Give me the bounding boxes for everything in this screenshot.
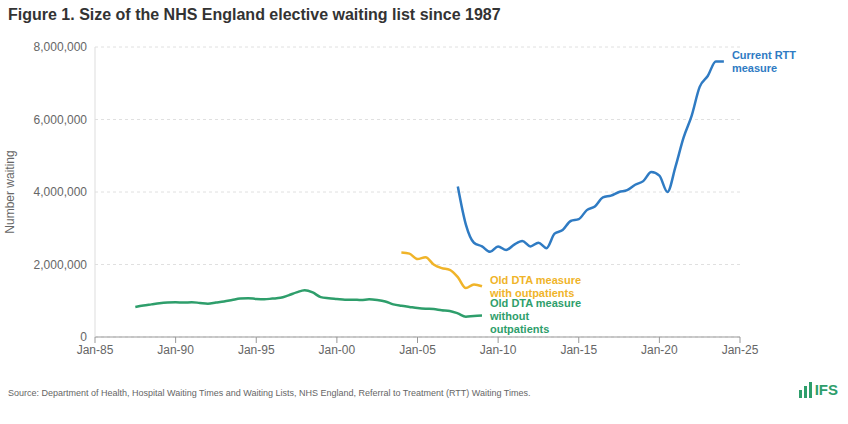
html-text:Figure 1. Size of the NHS Engl: Figure 1. Size of the NHS England electi… xyxy=(8,6,501,23)
svg-text:Jan-05: Jan-05 xyxy=(399,343,436,357)
svg-text:2,000,000: 2,000,000 xyxy=(34,258,88,272)
svg-text:Jan-00: Jan-00 xyxy=(319,343,356,357)
svg-text:Old DTA measurewith outpatient: Old DTA measurewith outpatients xyxy=(489,274,581,299)
svg-text:Jan-15: Jan-15 xyxy=(560,343,597,357)
svg-text:Old DTA measurewithoutoutpatie: Old DTA measurewithoutoutpatients xyxy=(489,297,581,335)
svg-text:Jan-85: Jan-85 xyxy=(77,343,114,357)
svg-text:Jan-20: Jan-20 xyxy=(641,343,678,357)
svg-text:Jan-25: Jan-25 xyxy=(722,343,759,357)
svg-text:6,000,000: 6,000,000 xyxy=(34,113,88,127)
svg-text:0: 0 xyxy=(80,330,87,344)
svg-text:Jan-95: Jan-95 xyxy=(238,343,275,357)
html-text:IFS: IFS xyxy=(814,381,838,398)
svg-text:Number waiting: Number waiting xyxy=(8,150,17,233)
svg-text:Jan-10: Jan-10 xyxy=(480,343,517,357)
svg-text:Current RTTmeasure: Current RTTmeasure xyxy=(732,49,796,74)
svg-text:Jan-90: Jan-90 xyxy=(157,343,194,357)
svg-text:8,000,000: 8,000,000 xyxy=(34,40,88,54)
html-text:Source: Department of Health,: Source: Department of Health, Hospital W… xyxy=(8,388,531,398)
svg-text:4,000,000: 4,000,000 xyxy=(34,185,88,199)
